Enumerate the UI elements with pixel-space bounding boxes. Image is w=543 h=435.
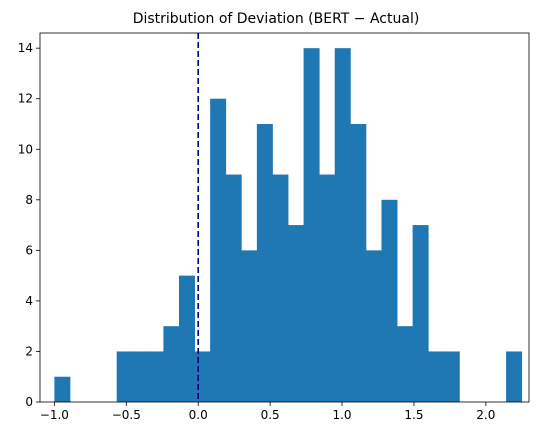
x-tick-label: 1.5	[404, 408, 423, 422]
histogram-bar	[319, 174, 336, 402]
histogram-bar	[178, 275, 195, 402]
y-tick-label: 0	[25, 395, 33, 409]
histogram-bar	[54, 376, 71, 402]
x-tick-label: −1.0	[40, 408, 69, 422]
histogram-bar	[147, 351, 164, 402]
y-tick-label: 14	[18, 41, 33, 55]
x-tick-label: 2.0	[476, 408, 495, 422]
y-tick-label: 4	[25, 294, 33, 308]
y-tick-label: 8	[25, 193, 33, 207]
histogram-bar	[132, 351, 149, 402]
histogram-bar	[256, 123, 273, 402]
histogram-bar	[210, 98, 227, 402]
plot-frame	[39, 32, 530, 403]
histogram-bar	[163, 326, 180, 402]
histogram-bar	[241, 250, 258, 402]
bars-layer	[54, 48, 523, 403]
chart-title: Distribution of Deviation (BERT − Actual…	[133, 11, 420, 27]
x-ticks-layer: −1.0 −0.5 0.0 0.5 1.0 1.5 2.0	[40, 402, 495, 422]
histogram-bar	[397, 326, 414, 402]
x-tick-label: −0.5	[112, 408, 141, 422]
histogram-bar	[412, 225, 429, 402]
histogram-bar	[116, 351, 133, 402]
y-tick-label: 12	[18, 92, 33, 106]
histogram-bar	[428, 351, 445, 402]
histogram-bar	[194, 351, 211, 402]
x-tick-label: 1.0	[332, 408, 351, 422]
y-tick-label: 10	[18, 142, 33, 156]
y-tick-label: 2	[25, 344, 33, 358]
histogram-bar	[443, 351, 460, 402]
y-ticks-layer: 0 2 4 6 8 10 12 14	[18, 41, 40, 409]
histogram-bar	[365, 250, 382, 402]
histogram-bar	[350, 123, 367, 402]
histogram-bar	[506, 351, 523, 402]
histogram-bar	[288, 225, 304, 402]
histogram-bar	[225, 174, 242, 402]
histogram-bar	[381, 199, 398, 402]
x-tick-label: 0.0	[189, 408, 208, 422]
x-tick-label: 0.5	[261, 408, 280, 422]
histogram-bar	[334, 48, 351, 403]
histogram-bar	[303, 48, 320, 403]
histogram-bar	[272, 174, 289, 402]
y-tick-label: 6	[25, 243, 33, 257]
axes-layer	[39, 32, 530, 403]
